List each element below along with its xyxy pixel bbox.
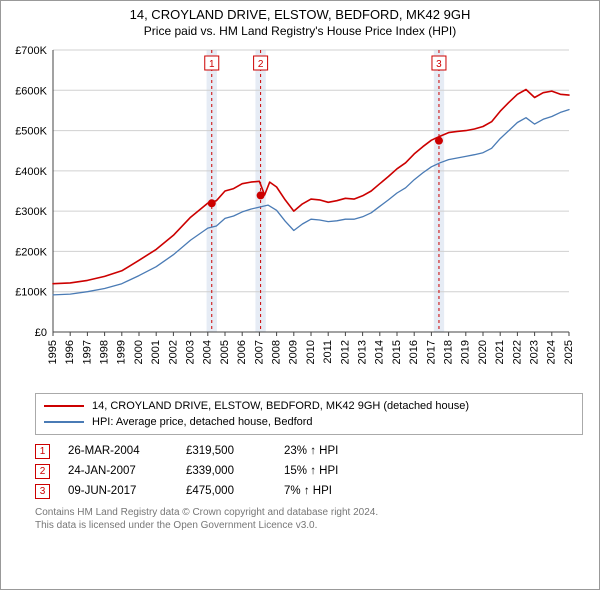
event-row: 1 26-MAR-2004 £319,500 23% ↑ HPI: [35, 441, 583, 461]
svg-text:2012: 2012: [339, 340, 351, 364]
svg-text:2014: 2014: [374, 340, 386, 364]
event-row: 2 24-JAN-2007 £339,000 15% ↑ HPI: [35, 461, 583, 481]
svg-text:2015: 2015: [391, 340, 403, 364]
svg-text:2010: 2010: [305, 340, 317, 364]
event-date: 26-MAR-2004: [68, 445, 168, 457]
event-delta: 7% ↑ HPI: [284, 485, 364, 497]
svg-text:2011: 2011: [322, 340, 334, 364]
svg-text:2009: 2009: [288, 340, 300, 364]
svg-text:2017: 2017: [425, 340, 437, 364]
svg-text:£300K: £300K: [15, 206, 47, 218]
svg-text:2022: 2022: [511, 340, 523, 364]
svg-text:£600K: £600K: [15, 85, 47, 97]
svg-text:1997: 1997: [81, 340, 93, 364]
svg-text:2023: 2023: [529, 340, 541, 364]
svg-text:2001: 2001: [150, 340, 162, 364]
svg-text:2006: 2006: [236, 340, 248, 364]
svg-text:£100K: £100K: [15, 287, 47, 299]
svg-text:2: 2: [258, 59, 264, 70]
svg-text:2025: 2025: [563, 340, 575, 364]
legend-label: 14, CROYLAND DRIVE, ELSTOW, BEDFORD, MK4…: [92, 400, 469, 412]
svg-text:2019: 2019: [460, 340, 472, 364]
event-badge: 3: [35, 484, 50, 499]
event-date: 24-JAN-2007: [68, 465, 168, 477]
svg-text:2013: 2013: [357, 340, 369, 364]
svg-text:£700K: £700K: [15, 45, 47, 57]
event-price: £339,000: [186, 465, 266, 477]
svg-text:£400K: £400K: [15, 166, 47, 178]
svg-text:£0: £0: [35, 327, 47, 339]
legend-label: HPI: Average price, detached house, Bedf…: [92, 416, 313, 428]
svg-text:2018: 2018: [443, 340, 455, 364]
footer-line-2: This data is licensed under the Open Gov…: [35, 520, 583, 533]
svg-text:2021: 2021: [494, 340, 506, 364]
svg-text:1996: 1996: [64, 340, 76, 364]
svg-text:2002: 2002: [167, 340, 179, 364]
footer-line-1: Contains HM Land Registry data © Crown c…: [35, 507, 583, 520]
svg-text:2007: 2007: [253, 340, 265, 364]
svg-text:2008: 2008: [271, 340, 283, 364]
svg-text:1999: 1999: [116, 340, 128, 364]
event-badge: 2: [35, 464, 50, 479]
svg-text:2000: 2000: [133, 340, 145, 364]
legend-row: 14, CROYLAND DRIVE, ELSTOW, BEDFORD, MK4…: [44, 398, 574, 414]
page-subtitle: Price paid vs. HM Land Registry's House …: [9, 24, 591, 38]
svg-text:1998: 1998: [99, 340, 111, 364]
svg-text:2016: 2016: [408, 340, 420, 364]
legend-row: HPI: Average price, detached house, Bedf…: [44, 414, 574, 430]
legend-swatch: [44, 421, 84, 423]
svg-text:3: 3: [436, 59, 442, 70]
footer-attribution: Contains HM Land Registry data © Crown c…: [35, 507, 583, 532]
event-delta: 15% ↑ HPI: [284, 465, 364, 477]
event-badge: 1: [35, 444, 50, 459]
svg-text:£200K: £200K: [15, 246, 47, 258]
event-price: £319,500: [186, 445, 266, 457]
svg-text:2004: 2004: [202, 340, 214, 364]
svg-text:2005: 2005: [219, 340, 231, 364]
event-price: £475,000: [186, 485, 266, 497]
svg-text:2024: 2024: [546, 340, 558, 364]
event-row: 3 09-JUN-2017 £475,000 7% ↑ HPI: [35, 481, 583, 501]
legend-box: 14, CROYLAND DRIVE, ELSTOW, BEDFORD, MK4…: [35, 393, 583, 435]
legend-swatch: [44, 405, 84, 407]
price-chart: £0 £100K £200K £300K £400K £500K £600K £700K 199…: [9, 42, 579, 382]
svg-text:£500K: £500K: [15, 126, 47, 138]
svg-text:1995: 1995: [47, 340, 59, 364]
svg-text:2020: 2020: [477, 340, 489, 364]
page-title: 14, CROYLAND DRIVE, ELSTOW, BEDFORD, MK4…: [9, 7, 591, 22]
svg-text:2003: 2003: [185, 340, 197, 364]
svg-text:1: 1: [209, 59, 215, 70]
event-delta: 23% ↑ HPI: [284, 445, 364, 457]
event-date: 09-JUN-2017: [68, 485, 168, 497]
events-table: 1 26-MAR-2004 £319,500 23% ↑ HPI 2 24-JAN-200…: [35, 441, 583, 501]
